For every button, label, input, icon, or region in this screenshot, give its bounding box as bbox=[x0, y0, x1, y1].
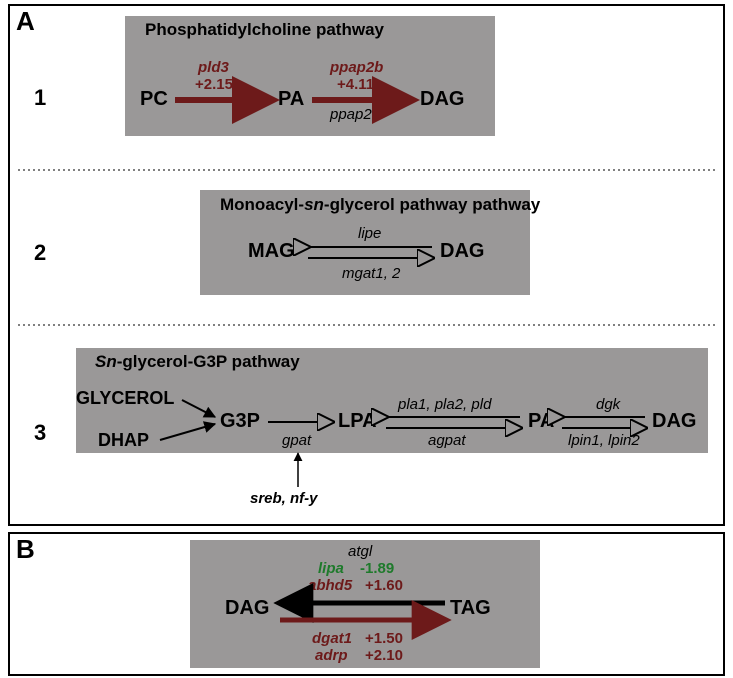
row3-title-sn: Sn bbox=[95, 352, 117, 371]
panb-abhd5: abhd5 bbox=[308, 577, 352, 594]
row3-title: Sn-glycerol-G3P pathway bbox=[95, 352, 300, 372]
panb-abhd5-val: +1.60 bbox=[365, 577, 403, 594]
panel-b-letter: B bbox=[16, 534, 35, 565]
panb-tag: TAG bbox=[450, 597, 491, 620]
row2-title-pre: Monoacyl- bbox=[220, 195, 304, 214]
panb-dgat1-val: +1.50 bbox=[365, 630, 403, 647]
panb-adrp: adrp bbox=[315, 647, 348, 664]
row3-dgk: dgk bbox=[596, 396, 620, 413]
figure: A B 1 2 3 Phosphatidylcholine pathway PC… bbox=[0, 0, 733, 678]
row1-ppap2b-gene: ppap2b bbox=[330, 59, 383, 76]
row2-dag: DAG bbox=[440, 240, 484, 263]
row2-title-sn: sn bbox=[304, 195, 324, 214]
panb-atgl: atgl bbox=[348, 543, 372, 560]
row1-ppap2a-gene: ppap2a bbox=[330, 106, 380, 123]
row2-mag: MAG bbox=[248, 240, 295, 263]
row3-agpat: agpat bbox=[428, 432, 466, 449]
panb-dag: DAG bbox=[225, 597, 269, 620]
panb-dgat1: dgat1 bbox=[312, 630, 352, 647]
row-1-num: 1 bbox=[34, 85, 46, 111]
row3-g3p: G3P bbox=[220, 410, 260, 433]
row3-dag: DAG bbox=[652, 410, 696, 433]
row2-title-post: -glycerol pathway pathway bbox=[324, 195, 540, 214]
panb-adrp-val: +2.10 bbox=[365, 647, 403, 664]
row2-mgat: mgat1, 2 bbox=[342, 265, 400, 282]
row1-pld3-val: +2.15 bbox=[195, 76, 233, 93]
row2-lipe: lipe bbox=[358, 225, 381, 242]
row3-lpin: lpin1, lpin2 bbox=[568, 432, 640, 449]
row-3-num: 3 bbox=[34, 420, 46, 446]
row1-pld3-gene: pld3 bbox=[198, 59, 229, 76]
row3-glycerol: GLYCEROL bbox=[76, 388, 174, 409]
row-2-num: 2 bbox=[34, 240, 46, 266]
row3-dhap: DHAP bbox=[98, 430, 149, 451]
row2-title: Monoacyl-sn-glycerol pathway pathway bbox=[220, 195, 540, 215]
row1-title: Phosphatidylcholine pathway bbox=[145, 20, 384, 40]
panb-lipa: lipa bbox=[318, 560, 344, 577]
panel-a-letter: A bbox=[16, 6, 35, 37]
row3-pla: pla1, pla2, pld bbox=[398, 396, 491, 413]
row1-dag: DAG bbox=[420, 88, 464, 111]
panb-lipa-val: -1.89 bbox=[360, 560, 394, 577]
row3-lpa: LPA bbox=[338, 410, 377, 433]
row3-gpat: gpat bbox=[282, 432, 311, 449]
row1-pa: PA bbox=[278, 88, 304, 111]
row1-ppap2b-val: +4.11 bbox=[337, 76, 374, 93]
row3-title-post: -glycerol-G3P pathway bbox=[117, 352, 300, 371]
row3-sreb: sreb, nf-y bbox=[250, 490, 318, 507]
row1-pc: PC bbox=[140, 88, 168, 111]
row3-pa: PA bbox=[528, 410, 554, 433]
